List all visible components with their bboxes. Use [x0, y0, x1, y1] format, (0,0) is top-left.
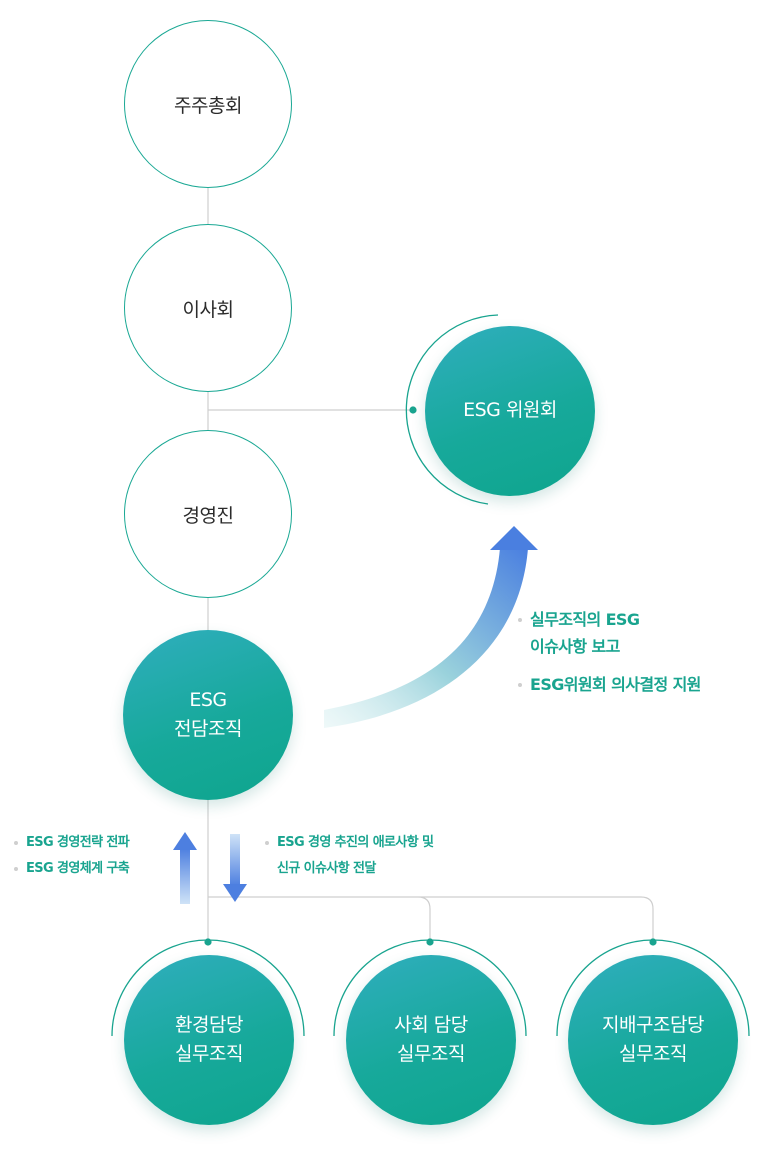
node-shareholders: 주주총회 — [124, 20, 292, 188]
node-management-label: 경영진 — [182, 504, 234, 527]
node-environment-line1: 환경담당 — [175, 1013, 243, 1036]
support-annotation-item: ESG위원회 의사결정 지원 — [518, 671, 701, 698]
node-governance-line2: 실무조직 — [619, 1043, 687, 1065]
report-annotation-line2: 이슈사항 보고 — [530, 637, 620, 656]
gov-ring — [556, 939, 750, 1037]
node-esg-department-line2: 전담조직 — [174, 718, 242, 740]
deliver-annotation-list: ESG 경영 추진의 애로사항 및 신규 이슈사항 전달 — [265, 830, 434, 882]
strategy-annotation-item: ESG 경영전략 전파 — [14, 830, 130, 856]
system-annotation-text: ESG 경영체계 구축 — [26, 861, 130, 876]
node-esg-committee-label: ESG 위원회 — [463, 399, 557, 422]
support-annotation-text: ESG위원회 의사결정 지원 — [530, 675, 701, 694]
report-annotation-list: 실무조직의 ESG 이슈사항 보고 ESG위원회 의사결정 지원 — [518, 606, 701, 698]
node-social-line1: 사회 담당 — [394, 1013, 468, 1036]
deliver-annotation-line2: 신규 이슈사항 전달 — [277, 861, 376, 876]
node-governance-line1: 지배구조담당 — [602, 1013, 704, 1036]
env-ring — [111, 939, 305, 1037]
strategy-annotation-text: ESG 경영전략 전파 — [26, 835, 130, 850]
node-environment-line2: 실무조직 — [175, 1043, 243, 1065]
down-arrow-shaft — [230, 834, 240, 886]
report-curve-arrow — [324, 548, 528, 728]
branch-connector — [208, 896, 654, 942]
strategy-annotation-list: ESG 경영전략 전파 ESG 경영체계 구축 — [14, 830, 130, 882]
up-arrow-shaft — [180, 848, 190, 904]
node-esg-department: ESG 전담조직 — [123, 630, 293, 800]
node-board: 이사회 — [124, 224, 292, 392]
down-arrow-head — [223, 884, 247, 902]
node-board-label: 이사회 — [182, 298, 234, 321]
node-management: 경영진 — [124, 430, 292, 598]
social-ring — [333, 939, 527, 1037]
node-social-line2: 실무조직 — [397, 1043, 465, 1065]
node-governance-team: 지배구조담당 실무조직 — [568, 955, 738, 1125]
report-annotation-item: 실무조직의 ESG 이슈사항 보고 — [518, 606, 701, 660]
node-esg-department-line1: ESG — [189, 688, 227, 711]
node-shareholders-label: 주주총회 — [174, 94, 242, 117]
committee-connector-dot — [409, 406, 417, 414]
node-environment-team: 환경담당 실무조직 — [124, 955, 294, 1125]
deliver-annotation-item: ESG 경영 추진의 애로사항 및 신규 이슈사항 전달 — [265, 830, 434, 882]
report-annotation-line1: 실무조직의 ESG — [530, 610, 640, 629]
report-arrow-head — [490, 526, 538, 550]
committee-ring — [405, 314, 499, 505]
node-esg-committee: ESG 위원회 — [425, 326, 595, 496]
deliver-annotation-line1: ESG 경영 추진의 애로사항 및 — [277, 835, 434, 850]
system-annotation-item: ESG 경영체계 구축 — [14, 856, 130, 882]
up-arrow-head — [173, 832, 197, 850]
node-social-team: 사회 담당 실무조직 — [346, 955, 516, 1125]
